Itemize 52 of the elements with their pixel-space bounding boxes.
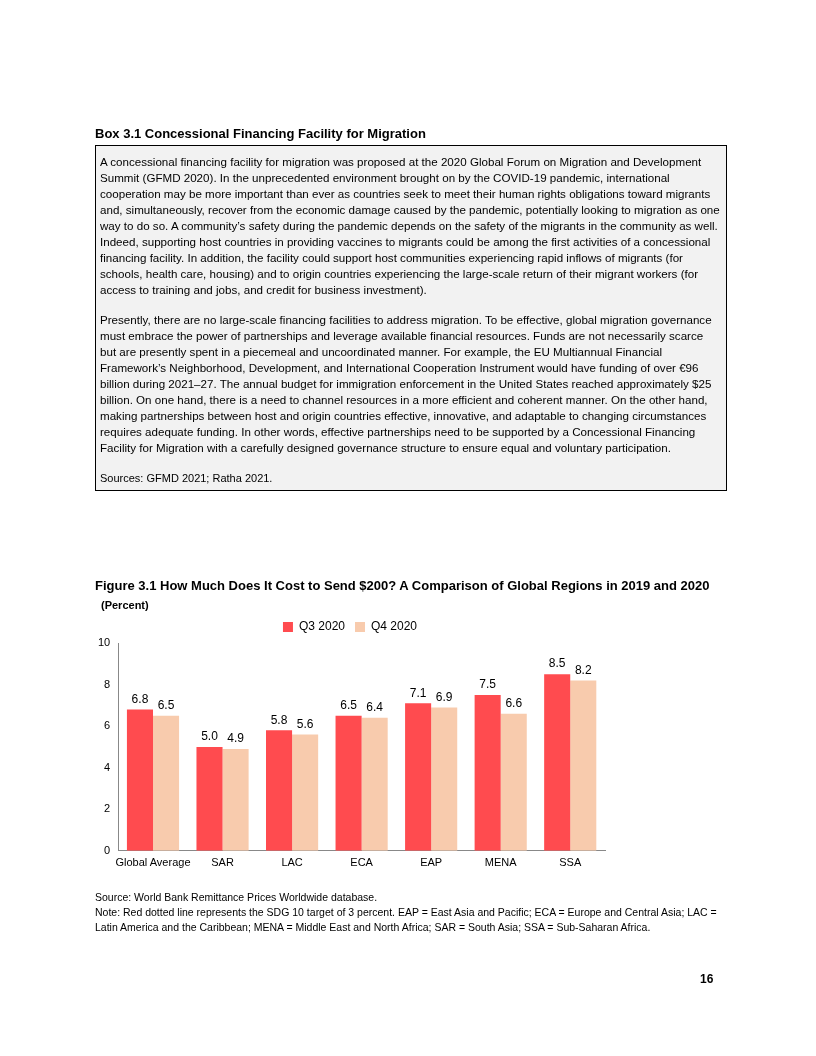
bar (222, 748, 249, 851)
text: A concessional financing facility for migration was proposed at the 2020 Global Forum on Migration and Development Summit (GFMD 2020). In the unprecedented environment brought on by the COVID-19 pandemic, international cooperation may be more important than ever as countries seek to meet their human rights obligations toward migrants and, simultaneously, recover from the economic damage caused by the pandemic, potentially looking to migration as one way to do so. A community’s safety during the pandemic depends on the safety of the migrants in the community as well. Indeed, supporting host countries in providing vaccines to migrants could be among the first activities of a concessional financing facility. In addition, the facility could support host communities experiencing rapid inflows of migrants (for schools, health care, housing) and to origin countries experiencing the large-scale return of their migrant workers (for access to training and jobs, and credit for business investment). (100, 155, 720, 296)
y-tick-label: 2 (104, 802, 111, 815)
bar (474, 694, 501, 851)
data-label: 6.5 (340, 698, 358, 713)
bar (361, 717, 388, 851)
y-tick-label: 0 (104, 843, 111, 856)
data-label: 8.2 (574, 662, 592, 677)
x-tick-label: EAP (420, 856, 443, 869)
x-tick-label: SSA (559, 856, 582, 869)
bar (405, 703, 432, 851)
text: Presently, there are no large-scale financing facilities to address migration. To be effective, global migration governance must embrace the power of partnerships and leverage available financial resources. Funds are not necessarily scarce but are presently spent in a piecemeal and uncoordinated manner. For example, the EU Multiannual Financial Framework’s Neighborhood, Development, and International Cooperation Instrument would have funding of over €96 billion during 2021–27. The annual budget for immigration enforcement in the United States reached approximately $25 billion. On one hand, there is a need to channel resources in a more efficient and coherent manner. On the other hand, making partnerships between host and origin countries effective, innovative, and adaptable to changing circumstances requires adequate funding. In other words, effective partnerships need to be supported by a Concessional Financing Facility for Migration with a carefully designed governance structure to ensure equal and voluntary participation. (100, 313, 712, 454)
y-tick-label: 10 (97, 636, 111, 649)
data-label: 6.8 (131, 691, 149, 706)
data-label: 5.0 (201, 729, 219, 744)
bar (335, 715, 362, 851)
bar (544, 674, 571, 851)
data-label: 5.8 (270, 712, 288, 727)
data-label: 7.5 (479, 677, 497, 692)
bar (196, 746, 223, 851)
bar (153, 715, 180, 851)
legend-label: Q3 2020 (298, 619, 346, 634)
text: Note: Red dotted line represents the SDG 10 target of 3 percent. EAP = East Asia and Pacific; ECA = Europe and Central Asia; LAC = Latin America and the Caribbean; MENA = Middle East and North Africa; SAR = South Asia; SSA = Sub-Saharan Africa. (95, 905, 718, 935)
data-label: 8.5 (548, 656, 566, 671)
bar (500, 713, 527, 851)
y-tick-label: 6 (104, 719, 111, 732)
y-tick-label: 4 (104, 760, 111, 773)
y-axis-title: (Percent) (101, 599, 150, 611)
data-label: 6.6 (505, 695, 523, 710)
source-note: Source: World Bank Remittance Prices Worldwide database. (95, 890, 379, 905)
chart-title: Figure 3.1 How Much Does It Cost to Send $200? A Comparison of Global Regions in 2019 and 2020 (95, 578, 711, 593)
data-label: 4.9 (227, 731, 245, 746)
bar (431, 707, 458, 851)
bar (126, 709, 153, 851)
x-tick-label: ECA (350, 856, 374, 869)
data-label: 6.9 (435, 689, 453, 704)
text: 16 (700, 972, 714, 986)
x-tick-label: LAC (281, 856, 303, 869)
x-tick-label: SAR (211, 856, 234, 869)
data-label: 5.6 (296, 716, 314, 731)
data-label: 7.1 (409, 685, 427, 700)
bar (292, 734, 319, 851)
data-label: 6.4 (366, 700, 384, 715)
legend-label: Q4 2020 (371, 619, 418, 634)
bar (266, 730, 293, 851)
text: Box 3.1 Concessional Financing Facility for Migration (95, 126, 427, 141)
x-tick-label: Global Average (115, 856, 191, 869)
data-label: 6.5 (157, 698, 175, 713)
source-note: Sources: GFMD 2021; Ratha 2021. (100, 471, 274, 486)
y-tick-label: 8 (104, 677, 111, 690)
x-tick-label: MENA (484, 856, 518, 869)
bar (570, 680, 597, 851)
